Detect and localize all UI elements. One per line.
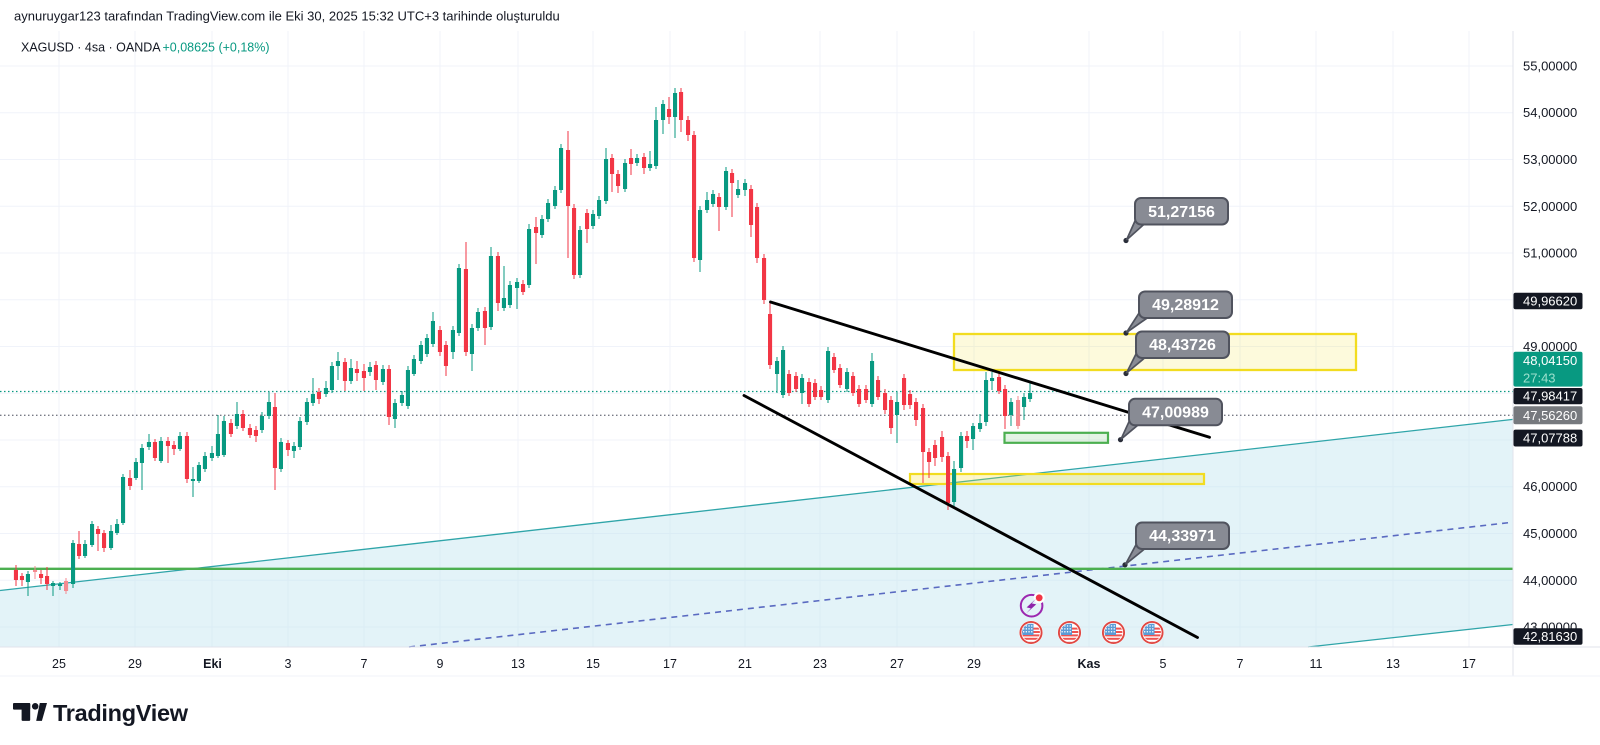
svg-text:47,56260: 47,56260 (1523, 408, 1577, 423)
svg-text:46,00000: 46,00000 (1523, 479, 1577, 494)
svg-text:48,04150: 48,04150 (1523, 353, 1577, 368)
svg-text:29: 29 (128, 657, 142, 671)
svg-text:aynuruygar123 tarafından Tradi: aynuruygar123 tarafından TradingView.com… (14, 9, 560, 24)
svg-text:52,00000: 52,00000 (1523, 199, 1577, 214)
svg-text:51,00000: 51,00000 (1523, 246, 1577, 261)
svg-text:45,00000: 45,00000 (1523, 526, 1577, 541)
svg-text:23: 23 (813, 657, 827, 671)
svg-text:48,43726: 48,43726 (1149, 337, 1216, 354)
svg-text:+0,08625 (+0,18%): +0,08625 (+0,18%) (163, 41, 270, 55)
svg-text:21: 21 (738, 657, 752, 671)
svg-text:13: 13 (511, 657, 525, 671)
svg-text:44,33971: 44,33971 (1149, 528, 1216, 545)
svg-text:27:43: 27:43 (1523, 370, 1556, 385)
svg-text:11: 11 (1310, 657, 1323, 671)
svg-text:Eki: Eki (203, 657, 222, 671)
svg-text:25: 25 (52, 657, 66, 671)
svg-text:9: 9 (437, 657, 444, 671)
svg-text:3: 3 (285, 657, 292, 671)
svg-text:55,00000: 55,00000 (1523, 59, 1577, 74)
svg-text:54,00000: 54,00000 (1523, 105, 1577, 120)
svg-text:49,96620: 49,96620 (1523, 294, 1577, 309)
svg-text:44,00000: 44,00000 (1523, 573, 1577, 588)
svg-text:53,00000: 53,00000 (1523, 152, 1577, 167)
svg-text:42,81630: 42,81630 (1523, 629, 1577, 644)
svg-text:Kas: Kas (1078, 657, 1101, 671)
svg-text:7: 7 (361, 657, 368, 671)
svg-text:47,00989: 47,00989 (1142, 405, 1209, 422)
svg-text:17: 17 (663, 657, 677, 671)
svg-text:XAGUSD · 4sa · OANDA: XAGUSD · 4sa · OANDA (21, 41, 161, 55)
svg-text:27: 27 (890, 657, 904, 671)
svg-text:29: 29 (967, 657, 981, 671)
svg-text:49,00000: 49,00000 (1523, 339, 1577, 354)
svg-text:TradingView: TradingView (53, 700, 189, 726)
svg-text:5: 5 (1160, 657, 1167, 671)
svg-text:49,28912: 49,28912 (1152, 297, 1219, 314)
svg-text:51,27156: 51,27156 (1148, 204, 1215, 221)
svg-text:47,07788: 47,07788 (1523, 431, 1577, 446)
svg-text:17: 17 (1462, 657, 1476, 671)
svg-text:13: 13 (1386, 657, 1400, 671)
svg-text:15: 15 (586, 657, 600, 671)
svg-text:47,98417: 47,98417 (1523, 389, 1577, 404)
svg-text:7: 7 (1237, 657, 1244, 671)
